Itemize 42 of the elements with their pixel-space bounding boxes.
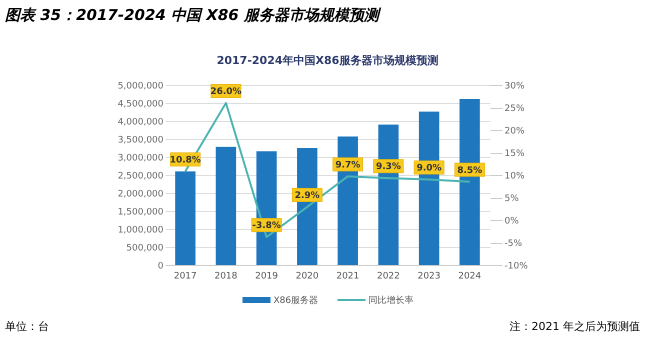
y-tick-label: 0 — [158, 262, 164, 272]
x-tick-label: 2018 — [214, 272, 238, 282]
chart-subtitle: 2017-2024年中国X86服务器市场规模预测 — [216, 54, 438, 67]
data-label: 9.0% — [416, 164, 442, 174]
text: 注：2021 年之后为预测值 — [510, 320, 640, 333]
data-label: 9.3% — [376, 162, 401, 172]
x-tick-label: 2023 — [418, 272, 441, 282]
y2-tick-label: 30% — [504, 82, 525, 92]
y2-tick-label: 10% — [504, 172, 525, 182]
x-tick-label: 2021 — [336, 272, 360, 282]
y-tick-label: 5,000,000 — [118, 82, 164, 92]
text: 单位：台 — [5, 320, 49, 333]
data-label: -3.8% — [252, 221, 281, 232]
x-tick-label: 2024 — [458, 272, 482, 282]
data-label: 9.7% — [335, 160, 360, 170]
chart-title: 图表 35：2017-2024 中国 X86 服务器市场规模预测 — [5, 6, 382, 24]
y-tick-label: 2,000,000 — [118, 190, 164, 200]
y-tick-label: 2,500,000 — [118, 172, 164, 182]
legend-label: 同比增长率 — [368, 295, 414, 306]
y-tick-label: 3,000,000 — [118, 154, 164, 164]
y2-tick-label: 15% — [504, 149, 525, 159]
x-tick-label: 2020 — [296, 272, 319, 282]
y2-tick-label: 0% — [504, 216, 520, 226]
y-tick-label: 1,000,000 — [118, 226, 164, 236]
y2-tick-label: 25% — [504, 104, 525, 114]
x-tick-label: 2017 — [174, 272, 197, 282]
y-tick-label: 500,000 — [126, 244, 164, 254]
x-tick-label: 2019 — [255, 272, 278, 282]
y-tick-label: 4,000,000 — [118, 118, 164, 128]
y-tick-label: 1,500,000 — [118, 208, 164, 218]
legend-label: X86服务器 — [274, 295, 318, 306]
y2-tick-label: -10% — [504, 262, 528, 272]
y2-tick-label: -5% — [504, 239, 522, 249]
x-tick-label: 2022 — [376, 272, 400, 282]
bar — [216, 146, 236, 265]
data-label: 8.5% — [457, 166, 482, 176]
bar — [175, 171, 196, 265]
y2-tick-label: 5% — [504, 194, 520, 204]
y-tick-label: 4,500,000 — [118, 100, 164, 110]
y2-tick-label: 20% — [504, 126, 525, 136]
y-tick-label: 3,500,000 — [118, 136, 164, 146]
data-label: 2.9% — [294, 190, 320, 201]
